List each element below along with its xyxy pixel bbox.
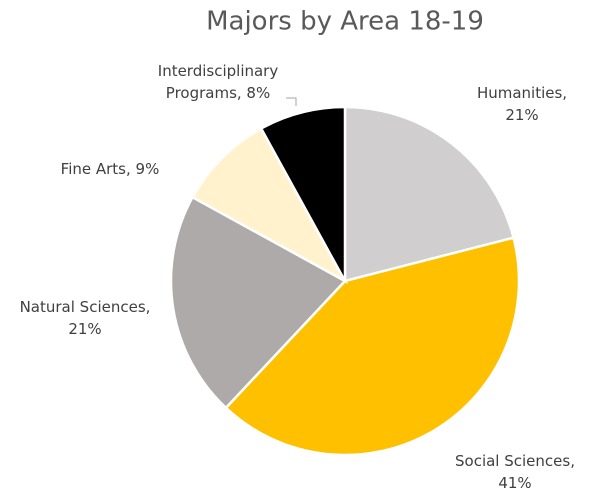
pie-slice [259, 105, 347, 282]
leader-line [286, 97, 297, 106]
chart-title: Majors by Area 18-19 [206, 7, 484, 37]
pie-slice [169, 195, 348, 410]
pie-slice [224, 236, 521, 457]
data-label: Social Sciences, 41% [455, 452, 575, 492]
pie-slice [190, 126, 349, 285]
data-label: Humanities, 21% [476, 84, 568, 124]
data-label: Fine Arts, 9% [60, 160, 160, 178]
data-label: Natural Sciences, 21% [19, 298, 151, 338]
data-label: Interdisciplinary Programs, 8% [157, 62, 279, 102]
pie-slice [343, 105, 516, 283]
